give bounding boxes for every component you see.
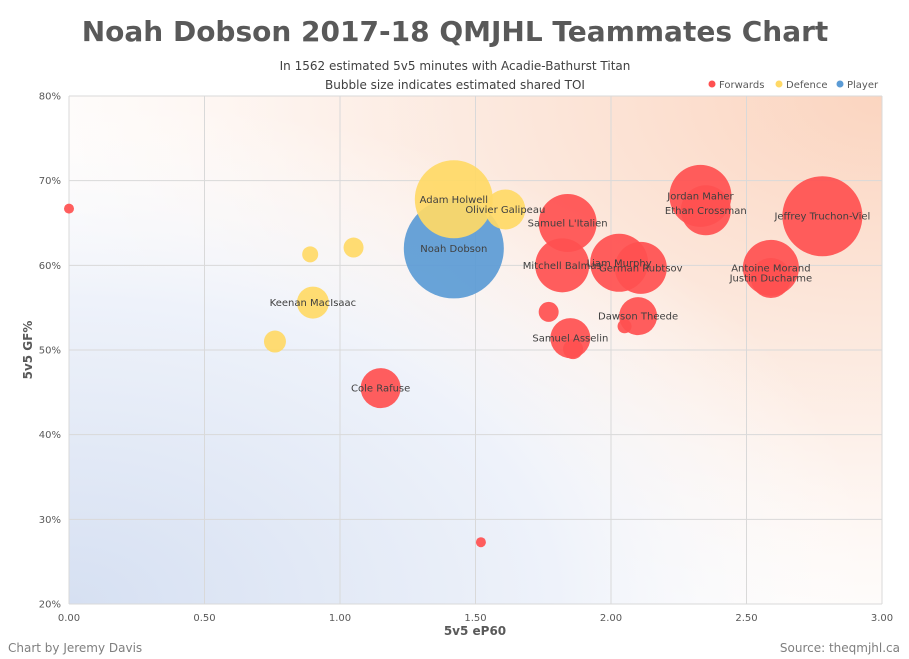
point-labels: Jeffrey Truchon-Viel Jordan Maher Ethan Cr… [270,191,871,394]
bubble-defence [263,330,286,353]
bubble-forwards [538,194,597,252]
footer-source: Source: theqmjhl.ca [780,641,900,655]
y-tick-label: 30% [39,515,61,526]
bubbles [64,160,863,548]
x-tick-label: 1.00 [329,613,351,624]
bubble-forwards [614,241,667,294]
chart-subtitle-1: In 1562 estimated 5v5 minutes with Acadi… [280,59,631,73]
legend-marker-player [836,80,844,88]
point-label: Samuel Asselin [532,334,608,345]
bubble-forwards [617,319,632,334]
legend-label-player: Player [847,80,879,91]
x-tick-label: 3.00 [871,613,893,624]
bubble-forwards [535,238,590,293]
y-tick-label: 40% [39,430,61,441]
y-axis-ticks: 20% 30% 40% 50% 60% 70% 80% [39,92,61,611]
x-axis-label: 5v5 eP60 [444,624,506,638]
bubble-forwards [750,258,791,299]
bubble-forwards [538,301,559,322]
bubble-forwards [680,185,731,236]
point-label: Liam Murphy [587,258,652,269]
point-label: Ethan Crossman [665,206,747,217]
plot-area: Jeffrey Truchon-Viel Jordan Maher Ethan Cr… [64,95,883,605]
point-label: Samuel L'Italien [528,219,608,230]
x-tick-label: 1.50 [464,613,486,624]
point-label: German Rubtsov [599,263,683,274]
bubble-forwards [64,203,74,214]
bubble-defence [296,286,329,319]
y-tick-label: 70% [39,176,61,187]
footer-credit: Chart by Jeremy Davis [8,641,142,655]
bubble-defence [343,237,364,258]
gridlines [68,95,883,605]
bubble-forwards [360,368,401,409]
bubble-forwards [475,537,486,548]
point-label: Dawson Theede [598,312,678,323]
y-axis-label: 5v5 GF% [21,321,35,380]
chart-title: Noah Dobson 2017-18 QMJHL Teammates Char… [82,15,829,48]
y-tick-label: 50% [39,346,61,357]
legend-label-defence: Defence [786,80,828,91]
point-label: Keenan MacIsaac [270,298,357,309]
x-tick-label: 2.00 [600,613,622,624]
bubble-forwards [563,339,584,360]
point-label: Mitchell Balmas [523,261,602,272]
point-label: Antoine Morand [731,263,810,274]
legend: Forwards Defence Player [708,80,879,91]
point-label: Jordan Maher [666,191,734,202]
point-label: Cole Rafuse [351,384,410,395]
x-tick-label: 0.50 [193,613,215,624]
legend-label-forwards: Forwards [719,80,764,91]
legend-marker-defence [775,80,783,88]
point-label: Adam Holwell [420,195,488,206]
y-tick-label: 80% [39,92,61,103]
x-tick-label: 0.00 [58,613,80,624]
x-axis-ticks: 0.00 0.50 1.00 1.50 2.00 2.50 3.00 [58,613,893,624]
point-label: Jeffrey Truchon-Viel [773,212,870,223]
chart-subtitle-2: Bubble size indicates estimated shared T… [325,78,585,92]
point-label: Noah Dobson [420,244,487,255]
y-tick-label: 20% [39,600,61,611]
point-label: Olivier Galipeau [465,205,545,216]
bubble-defence [414,160,493,239]
bubble-defence [485,189,526,230]
point-label: Justin Ducharme [729,274,813,285]
x-tick-label: 2.50 [735,613,757,624]
bubble-forwards [782,176,863,257]
legend-marker-forwards [708,80,716,88]
bubble-defence [302,246,319,263]
y-tick-label: 60% [39,261,61,272]
